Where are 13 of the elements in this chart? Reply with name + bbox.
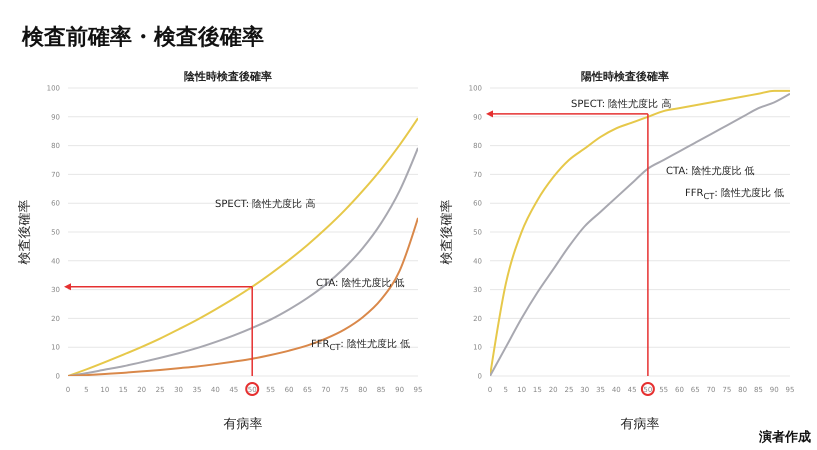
chart-title: 陽性時検査後確率 [581, 70, 669, 83]
text: 演者作成 [759, 428, 811, 446]
annotation: CTA: 陰性尤度比 低 [316, 276, 405, 290]
annotation: SPECT: 陰性尤度比 高 [215, 198, 316, 211]
x-axis-title: 有病率 [620, 416, 660, 432]
line-series [68, 216, 418, 376]
annotation: SPECT: 陰性尤度比 高 [571, 98, 672, 111]
annotation: FFR$_{CT}$: 陰性尤度比 低 [311, 338, 410, 352]
annotation: CTA: 陰性尤度比 低 [666, 164, 755, 178]
annotation: FFR$_{CT}$: 陰性尤度比 低 [685, 186, 784, 201]
x-axis-title: 有病率 [224, 416, 262, 432]
chart-subtitle: 陰性時検査後確率 [184, 70, 272, 83]
chart-title: 検査前確率・検査後確率 [22, 24, 264, 52]
